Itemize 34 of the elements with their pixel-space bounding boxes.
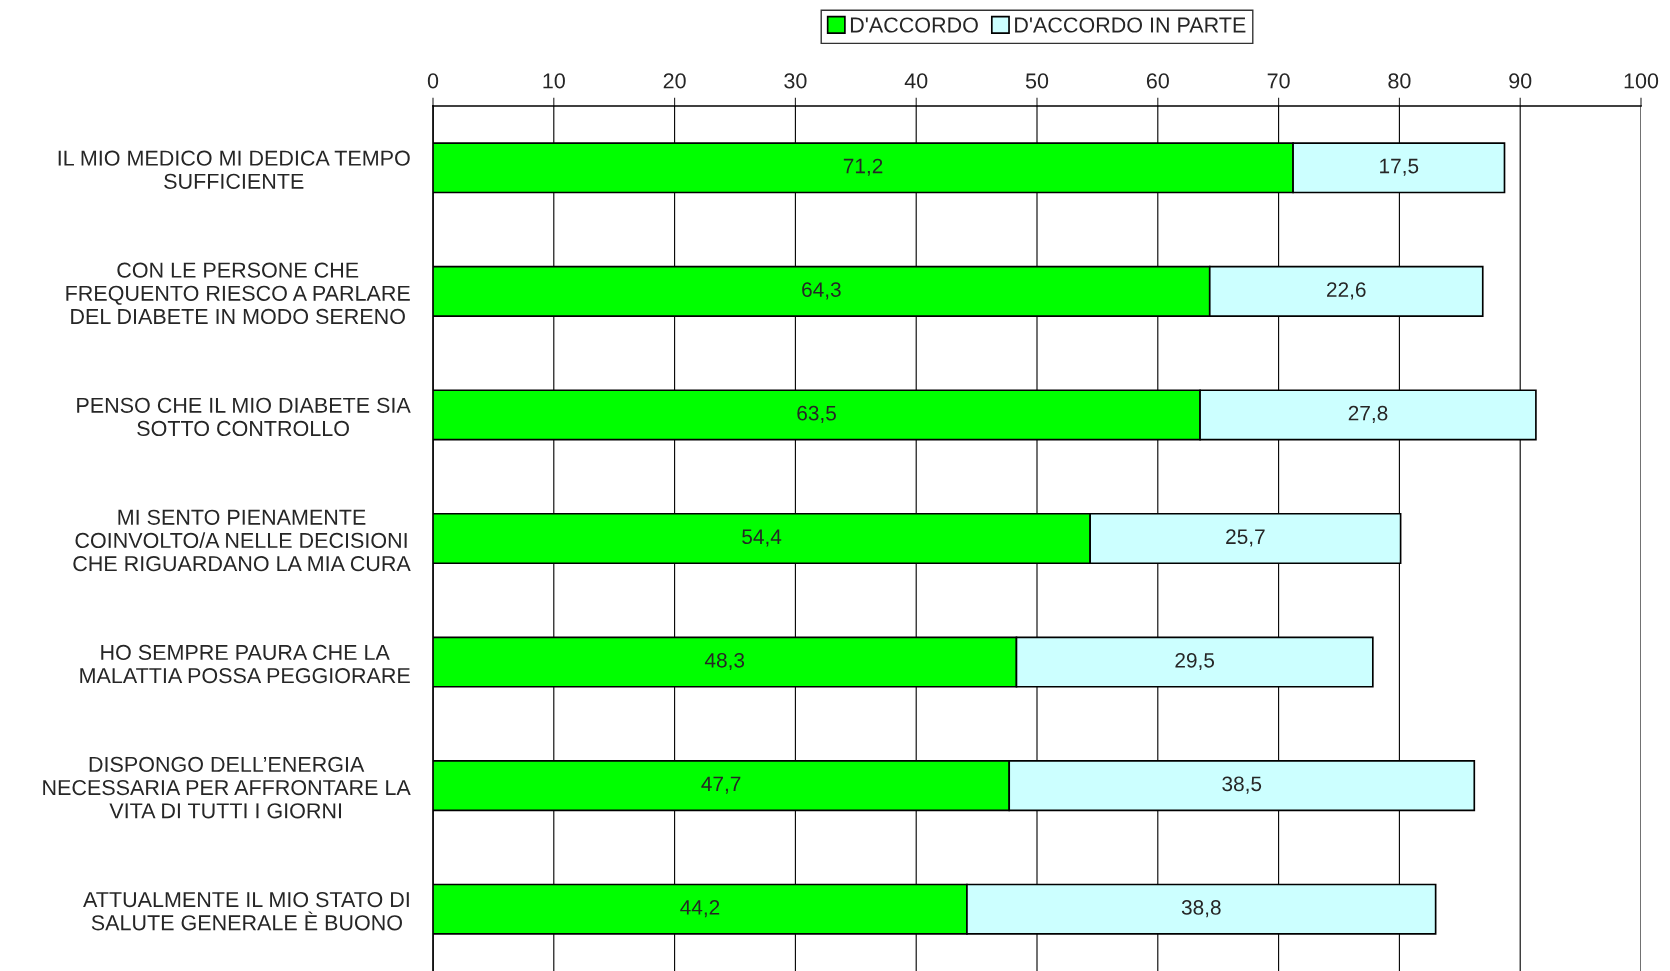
y-tick-label: CON LE PERSONE CHE FREQUENTO RIESCO A PARLARE DEL DIABETE IN MODO SERENO: [66, 262, 410, 325]
x-tick-label: 100: [1624, 73, 1659, 89]
y-tick-label: MI SENTO PIENAMENTE COINVOLTO/A NELLE DECISIONI CHE RIGUARDANO LA MIA CURA: [73, 509, 411, 572]
x-tick-label: 70: [1267, 73, 1290, 89]
x-tick-label: 80: [1388, 73, 1411, 89]
data-label: 47,7: [701, 776, 741, 794]
data-label: 38,8: [1181, 900, 1221, 918]
data-label: 64,3: [802, 282, 841, 300]
data-label: 29,5: [1175, 652, 1215, 671]
x-tick-label: 10: [543, 73, 565, 89]
data-label: 44,2: [680, 900, 720, 918]
data-label: 48,3: [704, 652, 745, 671]
legend-label: D'ACCORDO: [850, 17, 978, 33]
data-label: 22,6: [1327, 282, 1366, 300]
data-label: 27,8: [1348, 405, 1388, 423]
y-tick-label: DISPONGO DELL’ENERGIA NECESSARIA PER AFFRONTARE LA VITA DI TUTTI I GIORNI: [43, 756, 411, 819]
data-label: 17,5: [1380, 158, 1419, 176]
y-tick-label: IL MIO MEDICO MI DEDICA TEMPO SUFFICIENTE: [58, 150, 410, 189]
data-label: 25,7: [1226, 529, 1265, 547]
data-label: 63,5: [797, 405, 836, 423]
data-label: 54,4: [742, 529, 782, 547]
x-tick-label: 90: [1509, 73, 1532, 89]
y-tick-label: PENSO CHE IL MIO DIABETE SIA SOTTO CONTROLLO: [77, 397, 411, 437]
legend-label: D'ACCORDO IN PARTE: [1015, 17, 1246, 33]
x-tick-label: 50: [1025, 73, 1049, 89]
y-tick-label: ATTUALMENTE IL MIO STATO DI SALUTE GENERALE È BUONO: [83, 891, 409, 931]
data-label: 38,5: [1222, 776, 1262, 794]
x-tick-label: 0: [427, 73, 439, 89]
data-label: 71,2: [843, 158, 883, 176]
x-tick-label: 60: [1146, 73, 1169, 89]
x-tick-label: 40: [904, 73, 928, 89]
x-tick-label: 20: [663, 73, 686, 89]
y-tick-label: HO SEMPRE PAURA CHE LA MALATTIA POSSA PEGGIORARE: [80, 644, 410, 684]
x-tick-label: 30: [784, 73, 807, 89]
